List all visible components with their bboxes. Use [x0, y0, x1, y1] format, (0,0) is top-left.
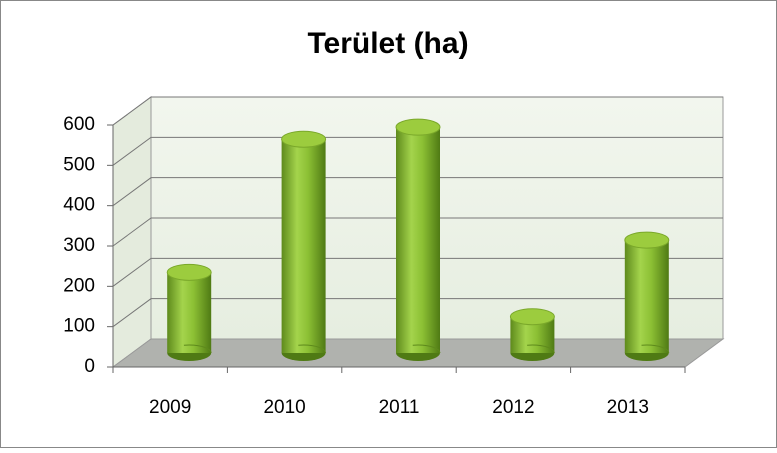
bar: [167, 272, 212, 353]
bar-top: [624, 231, 670, 249]
grid-line: [112, 257, 723, 287]
bar-bottom-edge: [395, 344, 441, 362]
grid-line: [112, 136, 723, 166]
x-tick-label: 2010: [263, 397, 305, 418]
x-tick-label: 2011: [379, 397, 420, 418]
bar-bottom-edge: [624, 344, 670, 362]
y-tick-label: 200: [63, 275, 95, 296]
chart-title: Terület (ha): [307, 27, 468, 60]
bar-top: [166, 263, 212, 281]
bar-top: [509, 308, 555, 326]
grid-line: [112, 177, 723, 207]
y-tick-label: 0: [84, 356, 95, 377]
grid-line: [112, 217, 723, 247]
bar-top: [395, 118, 441, 136]
grid-line: [112, 96, 723, 126]
bar: [624, 240, 669, 353]
y-tick-label: 300: [63, 235, 95, 256]
y-tick-label: 100: [63, 316, 95, 337]
bar-bottom-edge: [509, 344, 555, 362]
bar: [281, 139, 326, 353]
grid-line: [112, 298, 723, 328]
x-tick-label: 2012: [492, 397, 534, 418]
y-tick-label: 600: [63, 114, 95, 135]
y-tick-label: 500: [63, 154, 95, 175]
x-tick-label: 2009: [149, 397, 191, 418]
bar-top: [281, 130, 327, 148]
x-tick-label: 2013: [607, 397, 649, 418]
bar-bottom-edge: [166, 344, 212, 362]
bar-bottom-edge: [281, 344, 327, 362]
bar: [396, 127, 440, 353]
y-tick-label: 400: [63, 195, 95, 216]
